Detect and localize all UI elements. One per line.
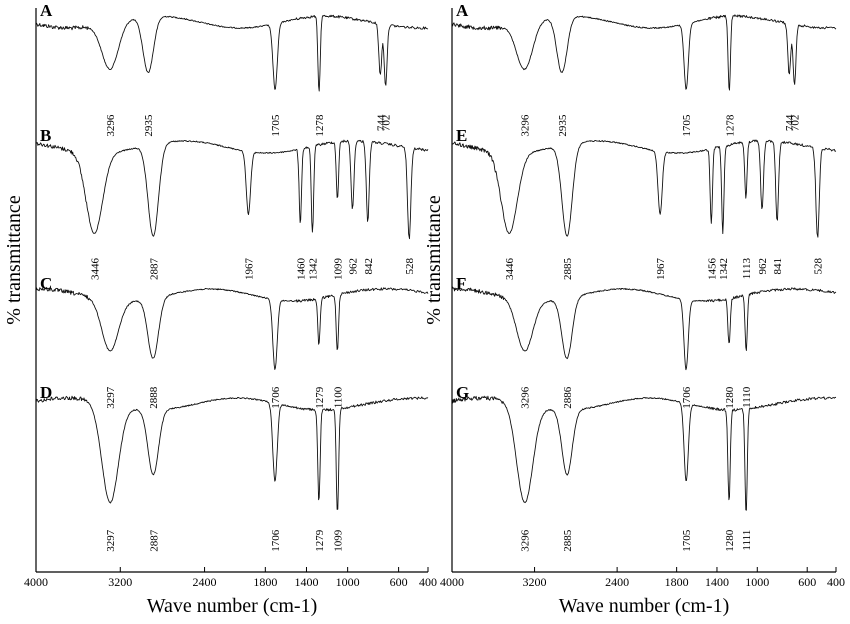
peak-label: 3296 — [520, 114, 532, 137]
series-label-B: B — [40, 126, 51, 145]
x-tick-label: 600 — [798, 575, 816, 589]
spectrum-line-A — [451, 14, 837, 91]
peak-label: 3446 — [504, 258, 516, 281]
peak-label: 2935 — [557, 114, 569, 137]
spectrum-B: B 3446 2887 1967 1460 1342 1099 962 842 528 — [35, 126, 429, 281]
peak-label: 2885 — [562, 258, 574, 281]
peak-label: 2888 — [148, 386, 160, 409]
peak-label: 2887 — [148, 258, 160, 281]
peak-label: 1705 — [681, 114, 693, 137]
spectrum-line-E — [451, 139, 837, 238]
spectrum-E: E 3446 2885 1967 1456 1342 1113 962 841 528 — [451, 126, 837, 281]
peak-label: 1278 — [314, 114, 326, 137]
peak-label: 1705 — [270, 114, 282, 137]
x-tick-label: 2400 — [193, 575, 217, 589]
peak-label: 1706 — [681, 386, 693, 409]
peak-label: 1342 — [718, 258, 730, 280]
peak-label: 744 — [375, 114, 387, 131]
peak-label: 1967 — [243, 258, 255, 281]
peak-label: 3297 — [105, 386, 117, 409]
peak-label: 702 — [381, 115, 393, 132]
peak-label: 1278 — [724, 114, 736, 137]
spectrum-line-D — [35, 395, 429, 510]
peak-label: 1705 — [681, 529, 693, 552]
peak-label: 3296 — [520, 529, 532, 552]
x-tick-label: 1800 — [665, 575, 689, 589]
peak-label: 1280 — [724, 386, 736, 409]
x-tick-label: 400 — [827, 575, 845, 589]
peak-label: 842 — [363, 258, 375, 275]
spectrum-line-A — [35, 14, 429, 92]
peak-label: 1967 — [655, 258, 667, 281]
peak-label: 528 — [404, 258, 416, 275]
peak-label: 1111 — [741, 530, 753, 551]
spectrum-line-F — [451, 286, 837, 371]
peak-label: 702 — [790, 115, 802, 132]
spectrum-line-C — [35, 286, 429, 370]
x-tick-label: 1800 — [253, 575, 277, 589]
spectrum-line-B — [35, 139, 429, 240]
peak-label: 1456 — [706, 258, 718, 281]
y-axis-title: % transmittance — [3, 195, 25, 325]
peak-label: 2885 — [562, 529, 574, 552]
spectrum-line-G — [451, 395, 837, 511]
x-tick-label: 1400 — [705, 575, 729, 589]
series-label-C: C — [40, 274, 52, 293]
peak-label: 2935 — [143, 114, 155, 137]
peak-label: 2887 — [148, 529, 160, 552]
series-label-A: A — [456, 1, 469, 20]
peak-label: 1279 — [314, 529, 326, 552]
series-label-G: G — [456, 383, 469, 402]
series-label-A: A — [40, 1, 53, 20]
x-axis-title: Wave number (cm-1) — [559, 595, 730, 617]
peak-label: 1706 — [270, 386, 282, 409]
peak-label: 841 — [772, 258, 784, 275]
peak-label: 3446 — [89, 258, 101, 281]
peak-label: 1100 — [332, 386, 344, 408]
peak-label: 1113 — [741, 258, 753, 280]
x-tick-label: 3200 — [523, 575, 547, 589]
x-tick-label: 600 — [390, 575, 408, 589]
peak-label: 962 — [348, 258, 360, 275]
peak-label: 744 — [784, 114, 796, 131]
peak-label: 3296 — [105, 114, 117, 137]
x-tick-label: 4000 — [440, 575, 464, 589]
peak-label: 528 — [813, 258, 825, 275]
peak-label: 1280 — [724, 529, 736, 552]
peak-label: 1706 — [270, 529, 282, 552]
peak-label: 3297 — [105, 529, 117, 552]
spectrum-C: C 3297 2888 1706 1279 1100 — [35, 274, 429, 409]
peak-label: 1110 — [741, 386, 753, 408]
spectrum-G: G 3296 2885 1705 1280 1111 — [451, 383, 837, 552]
peak-label: 3296 — [520, 386, 532, 409]
x-tick-label: 400 — [419, 575, 437, 589]
peak-label: 1460 — [295, 258, 307, 281]
x-tick-label: 2400 — [605, 575, 629, 589]
x-tick-label: 4000 — [24, 575, 48, 589]
y-axis-title: % transmittance — [423, 195, 445, 325]
series-label-D: D — [40, 383, 52, 402]
spectrum-D: D 3297 2887 1706 1279 1099 — [35, 383, 429, 552]
peak-label: 2886 — [562, 386, 574, 409]
x-axis-title: Wave number (cm-1) — [147, 595, 318, 617]
x-tick-label: 1000 — [745, 575, 769, 589]
peak-label: 1279 — [314, 386, 326, 409]
x-tick-label: 3200 — [108, 575, 132, 589]
peak-label: 962 — [757, 258, 769, 275]
peak-label: 1099 — [333, 258, 345, 281]
peak-label: 1342 — [307, 258, 319, 280]
x-tick-label: 1400 — [294, 575, 318, 589]
series-label-E: E — [456, 126, 467, 145]
peak-label: 1099 — [333, 529, 345, 552]
x-tick-label: 1000 — [336, 575, 360, 589]
series-label-F: F — [456, 274, 466, 293]
spectrum-F: F 3296 2886 1706 1280 1110 — [451, 274, 837, 409]
